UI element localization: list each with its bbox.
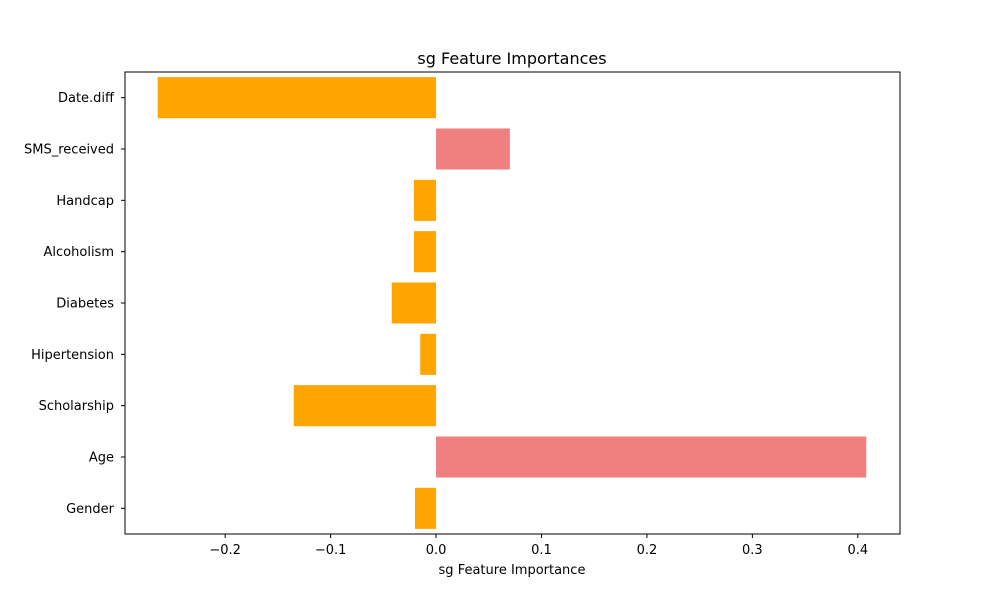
y-tick-label: Diabetes: [56, 297, 114, 312]
bar-diabetes: [391, 282, 437, 324]
y-tick-label: Age: [89, 451, 114, 466]
bar-handcap: [413, 179, 437, 221]
bar-gender: [414, 487, 437, 529]
x-tick-label: 0.4: [847, 543, 868, 558]
bar-scholarship: [293, 385, 437, 427]
x-axis-label: sg Feature Importance: [439, 563, 586, 578]
y-axis-ticks: Date.diff SMS_received Handcap Alcoholism Di…: [24, 91, 125, 517]
x-tick-label: 0.3: [742, 543, 763, 558]
bar-age: [436, 436, 867, 478]
bar-date-diff: [157, 77, 437, 119]
bar-sms-received: [436, 128, 510, 170]
y-tick-label: Alcoholism: [44, 245, 114, 260]
bar-hipertension: [420, 333, 437, 375]
chart-title: sg Feature Importances: [417, 49, 606, 68]
bars-group: [157, 77, 867, 529]
y-tick-label: SMS_received: [24, 143, 114, 158]
x-axis-ticks: −0.2 −0.1 0.0 0.1 0.2 0.3 0.4: [209, 534, 868, 558]
y-tick-label: Scholarship: [39, 399, 114, 414]
x-tick-label: −0.1: [315, 543, 347, 558]
x-tick-label: 0.2: [637, 543, 658, 558]
plot-frame: [124, 71, 901, 535]
y-tick-label: Date.diff: [58, 91, 115, 106]
x-tick-label: 0.1: [531, 543, 552, 558]
bar-alcoholism: [413, 231, 437, 273]
x-tick-label: 0.0: [426, 543, 447, 558]
y-tick-label: Gender: [66, 502, 115, 517]
y-tick-label: Handcap: [56, 194, 114, 209]
x-tick-label: −0.2: [209, 543, 241, 558]
y-tick-label: Hipertension: [31, 348, 114, 363]
